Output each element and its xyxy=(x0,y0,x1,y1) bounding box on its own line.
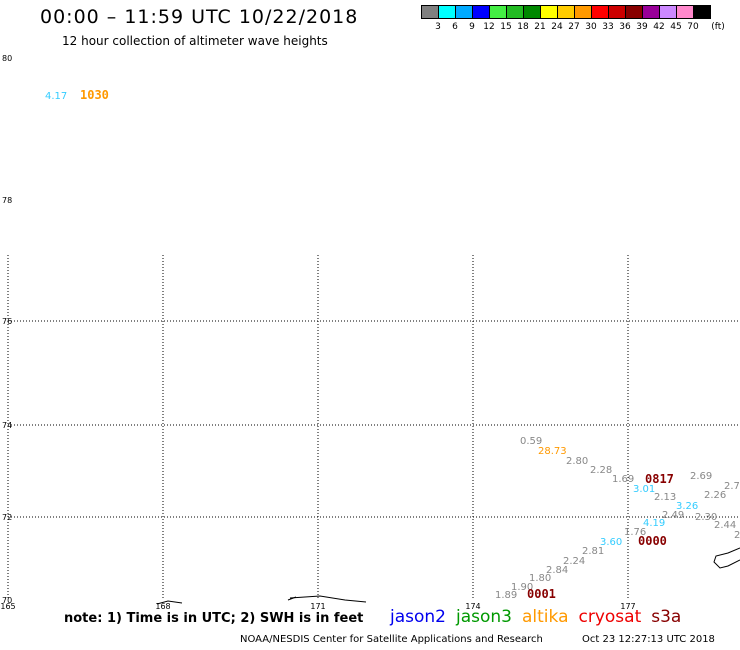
pass-time-code: 1030 xyxy=(80,88,109,102)
scale-label: 45 xyxy=(670,22,682,32)
swh-value: 4.17 xyxy=(45,91,67,102)
pass-time-codes: 1030 0817 0000 0001 xyxy=(80,88,674,601)
swh-value: 28.73 xyxy=(538,446,567,457)
swh-value: 2.84 xyxy=(546,565,568,576)
scale-label: 39 xyxy=(636,22,648,32)
swh-value: 2.13 xyxy=(654,492,676,503)
pass-time-code: 0000 xyxy=(638,534,667,548)
swh-value: 2 xyxy=(734,530,740,541)
color-scale-labels: 3 6 9 12 15 18 21 24 27 30 33 36 39 42 45 70 (ft) xyxy=(421,22,740,34)
swh-value: 2.28 xyxy=(590,465,612,476)
swh-value: 1.69 xyxy=(612,474,634,485)
footer-credit: NOAA/NESDIS Center for Satellite Applica… xyxy=(240,634,543,645)
swh-value: 3.26 xyxy=(676,501,698,512)
scale-label: 30 xyxy=(585,22,597,32)
swh-value: 2.26 xyxy=(704,490,726,501)
scale-label: 42 xyxy=(653,22,665,32)
swh-value: 1.76 xyxy=(624,527,646,538)
longitude-label: 168 xyxy=(155,602,170,611)
coastline-segment xyxy=(156,600,183,605)
scale-label: (ft) xyxy=(711,22,725,32)
scale-label: 18 xyxy=(517,22,529,32)
swh-value: 2.30 xyxy=(695,512,717,523)
scale-label: 24 xyxy=(551,22,563,32)
scale-label: 70 xyxy=(687,22,699,32)
swh-value: 1.90 xyxy=(511,582,533,593)
swh-value: 2.69 xyxy=(690,471,712,482)
swh-value: 4.19 xyxy=(643,518,665,529)
color-scale xyxy=(421,5,711,19)
latitude-label: 80 xyxy=(2,54,12,63)
swh-value: 3.60 xyxy=(600,537,622,548)
latitude-label: 74 xyxy=(2,421,12,430)
swh-value: 2.24 xyxy=(563,556,585,567)
footer-timestamp: Oct 23 12:27:13 UTC 2018 xyxy=(582,634,715,645)
latitude-label: 70 xyxy=(2,596,12,605)
coastline-segment xyxy=(713,547,740,569)
swh-value: 2.44 xyxy=(714,520,736,531)
graticule xyxy=(7,255,740,600)
coastline xyxy=(156,547,740,605)
longitude-label: 177 xyxy=(620,602,635,611)
swh-value: 2.80 xyxy=(566,456,588,467)
coastline-segment xyxy=(287,596,297,601)
mission-label: jason3 xyxy=(456,607,512,627)
mission-label: altika xyxy=(522,607,569,627)
swh-value: 2.81 xyxy=(582,546,604,557)
legend-note: note: 1) Time is in UTC; 2) SWH is in fe… xyxy=(64,611,364,626)
map-title: 00:00 – 11:59 UTC 10/22/2018 xyxy=(40,6,359,28)
swh-value: 1.80 xyxy=(529,573,551,584)
latitude-label: 78 xyxy=(2,196,12,205)
map-subtitle: 12 hour collection of altimeter wave hei… xyxy=(62,34,328,48)
swh-value: 2.7 xyxy=(724,481,740,492)
swh-value: 2.49 xyxy=(662,510,684,521)
longitude-label: 165 xyxy=(0,602,15,611)
pass-time-code: 0001 xyxy=(527,587,556,601)
pass-time-code: 0817 xyxy=(645,472,674,486)
scale-label: 36 xyxy=(619,22,631,32)
longitude-label: 174 xyxy=(465,602,480,611)
latitude-label: 76 xyxy=(2,317,12,326)
longitude-label: 171 xyxy=(310,602,325,611)
swh-value: 0.59 xyxy=(520,436,542,447)
scale-label: 33 xyxy=(602,22,614,32)
mission-label: s3a xyxy=(651,607,682,627)
scale-label: 9 xyxy=(469,22,475,32)
scale-label: 21 xyxy=(534,22,546,32)
scale-label: 3 xyxy=(435,22,441,32)
swh-value: 3.01 xyxy=(633,484,655,495)
scale-label: 27 xyxy=(568,22,580,32)
coastline-segment xyxy=(289,595,367,603)
scale-label: 12 xyxy=(483,22,495,32)
mission-legend: jason2 jason3 altika cryosat s3a xyxy=(390,607,691,627)
swh-value: 1.89 xyxy=(495,590,517,601)
latitude-label: 72 xyxy=(2,513,12,522)
scale-label: 15 xyxy=(500,22,512,32)
mission-label: jason2 xyxy=(390,607,446,627)
scale-label: 6 xyxy=(452,22,458,32)
scale-swatch xyxy=(693,5,711,19)
mission-label: cryosat xyxy=(578,607,642,627)
